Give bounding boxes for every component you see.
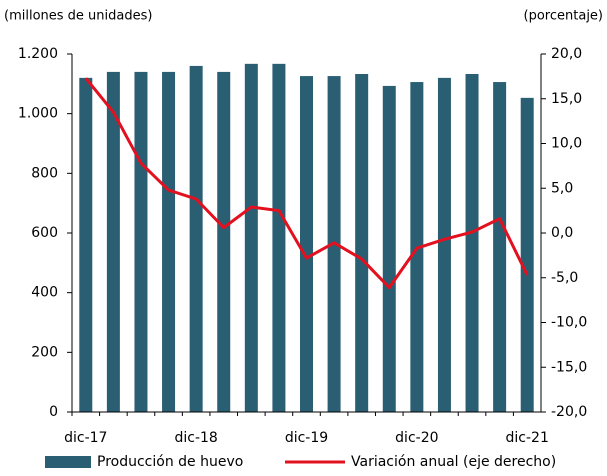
bar [355,73,369,412]
legend-swatch [45,456,91,468]
legend-label: Producción de huevo [97,454,243,470]
y2-tick-label: -15,0 [551,359,587,375]
x-tick-label: dic-18 [174,430,217,446]
bar [106,71,120,413]
y2-tick-label: -20,0 [551,404,587,420]
bar [520,97,534,412]
y2-tick-label: 0,0 [551,225,573,241]
bar [493,82,507,412]
y-tick-label: 200 [31,344,58,360]
bar [244,63,258,412]
y-tick-label: 800 [31,165,58,181]
line [84,77,529,290]
bar [134,71,148,413]
bar [162,71,176,413]
bar [189,65,203,412]
y2-tick-label: 15,0 [551,91,582,107]
y-tick-label: 400 [31,285,58,301]
y-axis-label: (millones de unidades) [4,9,152,24]
bar [465,73,479,412]
x-tick-label: dic-17 [64,430,107,446]
y2-tick-label: -10,0 [551,315,587,331]
y2-tick-label: 20,0 [551,46,582,62]
bar [272,63,286,412]
legend-label: Variación anual (eje derecho) [351,454,556,470]
bar [300,76,313,413]
x-tick-label: dic-19 [285,430,328,446]
y-tick-label: 1.000 [18,106,58,122]
x-tick-label: dic-21 [506,430,549,446]
y2-axis-label: (porcentaje) [524,9,603,24]
y2-tick-label: -5,0 [551,270,578,286]
bar [79,77,93,412]
y-tick-label: 0 [49,404,58,420]
bar [437,77,451,412]
y-tick-label: 1.200 [18,46,58,62]
y2-tick-label: 5,0 [551,180,573,196]
bar [217,71,231,413]
bar [382,85,396,413]
x-tick-label: dic-20 [395,430,438,446]
y2-tick-label: 10,0 [551,136,582,152]
y-tick-label: 600 [31,225,58,241]
